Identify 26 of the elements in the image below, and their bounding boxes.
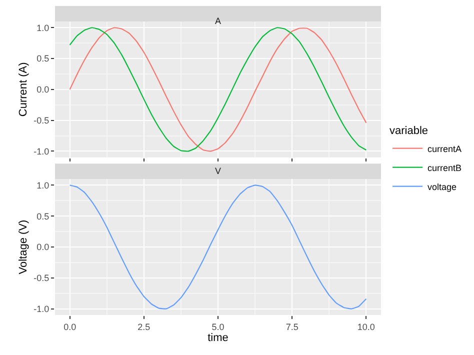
y-tick-label: -0.5 [34, 273, 50, 284]
x-tick-label: 2.5 [138, 322, 150, 332]
legend-label: currentB [428, 162, 462, 173]
x-tick-label: 0.0 [64, 322, 76, 332]
y-axis-title: Current (A) [17, 62, 30, 117]
chart-title: A [215, 16, 222, 26]
y-tick-label: 1.0 [36, 22, 50, 33]
legend-label: currentA [428, 144, 462, 154]
x-tick-label: 7.5 [286, 322, 298, 332]
chart-title: V [215, 166, 222, 176]
y-tick-label: 0.0 [36, 84, 50, 95]
legend-label: voltage [428, 182, 457, 192]
line-series [69, 27, 367, 152]
y-tick-label: 1.0 [36, 180, 50, 190]
y-tick-label: -1.0 [34, 146, 50, 156]
x-tick-label: 10.0 [357, 322, 375, 332]
y-tick-label: -0.5 [34, 115, 50, 126]
y-tick-label: 0.5 [36, 211, 50, 222]
x-tick-label: 5.0 [212, 322, 224, 332]
line-series [69, 184, 367, 310]
y-axis-title: Voltage (V) [17, 220, 30, 274]
y-tick-label: 0.5 [36, 54, 50, 64]
y-tick-label: -1.0 [34, 304, 50, 314]
y-tick-label: 0.0 [36, 242, 50, 252]
legend-title: variable [390, 124, 428, 137]
x-axis-title: time [208, 332, 228, 344]
